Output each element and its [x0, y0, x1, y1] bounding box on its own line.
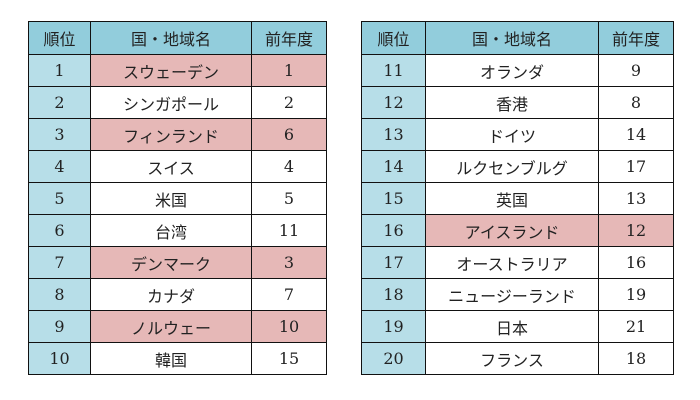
country-cell: ノルウェー	[90, 310, 252, 343]
table-row: 18 ニュージーランド 19	[361, 278, 674, 311]
country-cell: ニュージーランド	[425, 278, 599, 311]
previous-rank-cell: 18	[598, 342, 674, 375]
rank-cell: 18	[361, 278, 426, 311]
previous-rank-cell: 7	[251, 278, 327, 311]
previous-rank-cell: 14	[598, 118, 674, 151]
country-cell: フィンランド	[90, 118, 252, 151]
header-previous: 前年度	[251, 21, 327, 55]
country-cell: フランス	[425, 342, 599, 375]
table-row: 2 シンガポール 2	[28, 86, 327, 119]
country-cell: 香港	[425, 86, 599, 119]
rank-cell: 12	[361, 86, 426, 119]
table-row: 11 オランダ 9	[361, 54, 674, 87]
table-row: 13 ドイツ 14	[361, 118, 674, 151]
rank-cell: 4	[28, 150, 91, 183]
rank-cell: 2	[28, 86, 91, 119]
table-row: 1 スウェーデン 1	[28, 54, 327, 87]
table-row: 17 オーストラリア 16	[361, 246, 674, 279]
table-row: 4 スイス 4	[28, 150, 327, 183]
country-cell: スイス	[90, 150, 252, 183]
previous-rank-cell: 8	[598, 86, 674, 119]
previous-rank-cell: 12	[598, 214, 674, 247]
country-cell: カナダ	[90, 278, 252, 311]
table-row: 7 デンマーク 3	[28, 246, 327, 279]
previous-rank-cell: 21	[598, 310, 674, 343]
country-cell: 米国	[90, 182, 252, 215]
previous-rank-cell: 10	[251, 310, 327, 343]
header-row: 順位 国・地域名 前年度	[28, 21, 327, 55]
previous-rank-cell: 9	[598, 54, 674, 87]
rank-cell: 19	[361, 310, 426, 343]
rank-cell: 11	[361, 54, 426, 87]
table-row: 5 米国 5	[28, 182, 327, 215]
ranking-table-left: 順位 国・地域名 前年度 1 スウェーデン 1 2 シンガポール 2 3 フィンランド 6 4 スイ…	[28, 21, 327, 375]
country-cell: ルクセンブルグ	[425, 150, 599, 183]
country-cell: アイスランド	[425, 214, 599, 247]
header-rank: 順位	[361, 21, 426, 55]
header-country: 国・地域名	[425, 21, 599, 55]
country-cell: スウェーデン	[90, 54, 252, 87]
table-row: 3 フィンランド 6	[28, 118, 327, 151]
rank-cell: 7	[28, 246, 91, 279]
previous-rank-cell: 11	[251, 214, 327, 247]
table-row: 10 韓国 15	[28, 342, 327, 375]
previous-rank-cell: 19	[598, 278, 674, 311]
previous-rank-cell: 6	[251, 118, 327, 151]
table-row: 12 香港 8	[361, 86, 674, 119]
header-previous: 前年度	[598, 21, 674, 55]
header-row: 順位 国・地域名 前年度	[361, 21, 674, 55]
previous-rank-cell: 1	[251, 54, 327, 87]
country-cell: 韓国	[90, 342, 252, 375]
rank-cell: 16	[361, 214, 426, 247]
rank-cell: 3	[28, 118, 91, 151]
previous-rank-cell: 3	[251, 246, 327, 279]
rank-cell: 10	[28, 342, 91, 375]
table-row: 16 アイスランド 12	[361, 214, 674, 247]
header-country: 国・地域名	[90, 21, 252, 55]
previous-rank-cell: 5	[251, 182, 327, 215]
table-row: 6 台湾 11	[28, 214, 327, 247]
country-cell: ドイツ	[425, 118, 599, 151]
table-row: 20 フランス 18	[361, 342, 674, 375]
rank-cell: 15	[361, 182, 426, 215]
rank-cell: 6	[28, 214, 91, 247]
previous-rank-cell: 15	[251, 342, 327, 375]
previous-rank-cell: 2	[251, 86, 327, 119]
previous-rank-cell: 16	[598, 246, 674, 279]
country-cell: オランダ	[425, 54, 599, 87]
country-cell: 英国	[425, 182, 599, 215]
table-row: 19 日本 21	[361, 310, 674, 343]
previous-rank-cell: 4	[251, 150, 327, 183]
previous-rank-cell: 17	[598, 150, 674, 183]
header-rank: 順位	[28, 21, 91, 55]
ranking-table-right: 順位 国・地域名 前年度 11 オランダ 9 12 香港 8 13 ドイツ 14 14 ルクセンブル…	[361, 21, 674, 375]
rank-cell: 1	[28, 54, 91, 87]
country-cell: オーストラリア	[425, 246, 599, 279]
rank-cell: 5	[28, 182, 91, 215]
table-row: 8 カナダ 7	[28, 278, 327, 311]
rank-cell: 17	[361, 246, 426, 279]
rank-cell: 9	[28, 310, 91, 343]
country-cell: シンガポール	[90, 86, 252, 119]
rank-cell: 14	[361, 150, 426, 183]
table-row: 15 英国 13	[361, 182, 674, 215]
rank-cell: 13	[361, 118, 426, 151]
country-cell: デンマーク	[90, 246, 252, 279]
rank-cell: 20	[361, 342, 426, 375]
previous-rank-cell: 13	[598, 182, 674, 215]
country-cell: 台湾	[90, 214, 252, 247]
table-row: 9 ノルウェー 10	[28, 310, 327, 343]
rank-cell: 8	[28, 278, 91, 311]
table-row: 14 ルクセンブルグ 17	[361, 150, 674, 183]
country-cell: 日本	[425, 310, 599, 343]
